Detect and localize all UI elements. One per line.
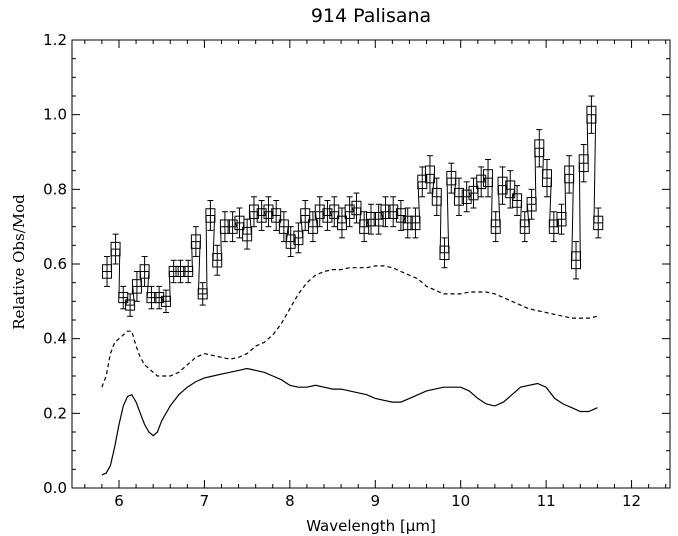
data-point — [160, 295, 171, 307]
data-point — [380, 204, 391, 219]
y-tick-label: 0.8 — [43, 180, 67, 198]
data-point — [359, 219, 370, 234]
data-point — [146, 292, 157, 304]
series-2-line — [101, 367, 598, 476]
data-point — [490, 219, 501, 234]
data-point — [190, 234, 201, 249]
data-point — [526, 197, 537, 212]
data-point — [314, 204, 325, 219]
data-point — [512, 193, 523, 208]
data-point — [175, 265, 186, 278]
data-point — [548, 219, 559, 234]
y-tick-label: 0.6 — [43, 255, 67, 273]
data-point — [564, 165, 575, 184]
data-point — [424, 165, 435, 184]
data-point — [300, 208, 311, 223]
x-tick-label: 11 — [537, 492, 556, 510]
data-point — [468, 185, 479, 201]
series-1-line — [101, 265, 598, 388]
chart-title: 914 Palisana — [311, 5, 431, 27]
y-tick-label: 1.2 — [43, 31, 67, 49]
data-point — [336, 215, 347, 231]
x-tick-label: 9 — [370, 492, 380, 510]
y-tick-label: 0.2 — [43, 404, 67, 422]
data-point — [453, 187, 464, 206]
data-point — [263, 204, 274, 219]
data-point — [410, 215, 421, 231]
plot-area: 6 7 8 9 10 11 12 0.0 0.2 0.4 0.6 0.8 1.0 1.2 — [43, 31, 671, 510]
data-point — [351, 200, 362, 216]
data-point — [256, 208, 267, 223]
data-point — [183, 265, 194, 278]
data-point — [578, 154, 589, 173]
x-axis-label: Wavelength [μm] — [306, 517, 436, 535]
data-point — [395, 208, 406, 223]
data-point — [373, 211, 384, 227]
data-point — [118, 292, 129, 304]
data-point — [366, 211, 376, 227]
data-point — [344, 204, 355, 219]
data-point — [431, 187, 442, 206]
data-point — [417, 174, 428, 190]
data-point — [227, 219, 238, 234]
data-point — [593, 215, 604, 231]
data-point — [329, 204, 340, 219]
y-tick-label: 0.4 — [43, 330, 67, 348]
data-point — [234, 215, 245, 231]
data-point — [388, 204, 399, 219]
x-tick-label: 6 — [114, 492, 124, 510]
data-point — [483, 169, 494, 188]
data-point — [534, 139, 545, 158]
data-point — [131, 279, 142, 294]
data-point — [541, 169, 552, 188]
data-point — [139, 264, 150, 279]
data-point — [402, 215, 413, 231]
data-point — [476, 174, 487, 190]
data-point — [497, 176, 508, 195]
data-point — [205, 208, 216, 223]
data-point — [293, 230, 304, 246]
data-point — [197, 288, 208, 300]
data-point — [461, 189, 472, 205]
data-point — [505, 180, 516, 199]
data-point — [219, 219, 230, 234]
data-point — [248, 204, 259, 219]
y-axis-label: Relative Obs/Mod — [10, 194, 28, 330]
x-tick-label: 12 — [622, 492, 641, 510]
x-tick-label: 8 — [285, 492, 295, 510]
data-point — [322, 208, 333, 223]
data-point — [519, 219, 530, 234]
x-tick-label: 10 — [451, 492, 470, 510]
data-point — [446, 170, 457, 186]
x-tick-label: 7 — [200, 492, 210, 510]
data-point — [242, 226, 253, 242]
data-point — [586, 105, 597, 124]
data-point — [154, 292, 165, 304]
data-point — [285, 234, 296, 249]
y-tick-label: 0.0 — [43, 479, 67, 497]
data-point — [125, 299, 136, 311]
data-point — [439, 245, 450, 261]
data-point — [110, 241, 121, 257]
data-point — [556, 211, 567, 227]
data-point — [102, 264, 113, 279]
y-tick-label: 1.0 — [43, 106, 67, 124]
data-point — [571, 251, 582, 270]
data-point — [271, 208, 282, 223]
data-point — [168, 265, 179, 278]
data-point — [212, 253, 223, 268]
